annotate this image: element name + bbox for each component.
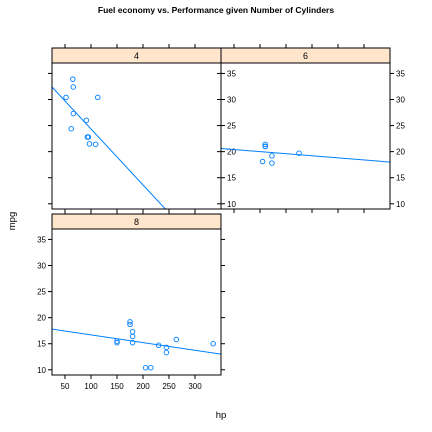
data-point (83, 117, 90, 124)
data-point (127, 319, 133, 325)
y-tick-label: 25 (396, 122, 405, 131)
y-tick-label: 30 (227, 96, 236, 105)
data-point (127, 321, 133, 328)
y-tick-label: 35 (396, 69, 405, 78)
data-point (296, 150, 302, 156)
x-tick-label: 50 (61, 382, 70, 391)
chart-title: Fuel economy vs. Performance given Numbe… (98, 5, 334, 15)
x-tick-label: 250 (162, 382, 176, 391)
x-axis-label: hp (216, 410, 227, 421)
y-tick-label: 25 (37, 288, 46, 297)
data-point (68, 125, 74, 132)
y-axis-label: mpg (7, 212, 18, 230)
fit-line (52, 86, 166, 209)
data-point (92, 141, 99, 148)
data-point (70, 84, 77, 90)
y-tick-label: 15 (396, 174, 405, 183)
fit-line (52, 328, 221, 355)
panel-8: 8 50 100 150 200 250 300 10 15 20 25 30 35 (37, 210, 225, 391)
data-point (70, 76, 76, 82)
y-tick-label: 35 (227, 69, 236, 78)
data-point (269, 160, 275, 166)
data-point (163, 344, 170, 351)
x-tick-label: 300 (188, 382, 202, 391)
panel-data-6 (221, 141, 390, 166)
panel-frame (220, 62, 391, 210)
panel-frame (51, 228, 222, 376)
data-point (210, 340, 216, 347)
fit-line (221, 148, 390, 163)
panel-data-8 (52, 319, 221, 371)
data-point (129, 333, 136, 340)
data-point (70, 110, 77, 117)
strip-label-4: 4 (134, 51, 139, 61)
panel-4: 4 10 15 20 25 30 35 (48, 44, 236, 213)
data-point (155, 342, 162, 349)
y-tick-label: 10 (396, 200, 405, 209)
data-point (114, 339, 120, 346)
data-point (259, 158, 266, 165)
data-point (262, 143, 268, 150)
y-tick-label: 30 (396, 96, 405, 105)
panel-frame (51, 62, 222, 210)
y-tick-label: 15 (37, 340, 46, 349)
x-tick-label: 100 (84, 382, 98, 391)
y-tick-label: 20 (227, 148, 236, 157)
data-point (86, 141, 93, 147)
panels-group: 8 50 100 150 200 250 300 10 15 20 25 30 35 4 10 15 20 25 3… (37, 44, 405, 391)
y-tick-label: 20 (396, 148, 405, 157)
data-point (95, 94, 101, 101)
data-point (173, 336, 180, 343)
data-point (129, 328, 136, 335)
strip-label-6: 6 (303, 51, 308, 61)
data-point (269, 153, 275, 159)
x-tick-label: 200 (136, 382, 150, 391)
y-tick-label: 35 (37, 235, 46, 244)
panel-data-4 (52, 76, 166, 209)
data-point (85, 134, 92, 140)
x-tick-label: 150 (110, 382, 124, 391)
data-point (129, 339, 136, 346)
panel-6: 6 10 15 20 25 30 35 (217, 44, 405, 213)
y-tick-label: 30 (37, 262, 46, 271)
y-tick-label: 25 (227, 122, 236, 131)
data-point (262, 141, 268, 148)
y-tick-label: 10 (227, 200, 236, 209)
strip-label-8: 8 (134, 217, 139, 227)
y-tick-label: 15 (227, 174, 236, 183)
data-point (63, 94, 69, 101)
data-point (142, 364, 149, 371)
y-tick-label: 20 (37, 314, 46, 323)
y-tick-label: 10 (37, 366, 46, 375)
data-point (163, 349, 170, 356)
data-point (114, 338, 120, 344)
data-point (148, 364, 154, 371)
